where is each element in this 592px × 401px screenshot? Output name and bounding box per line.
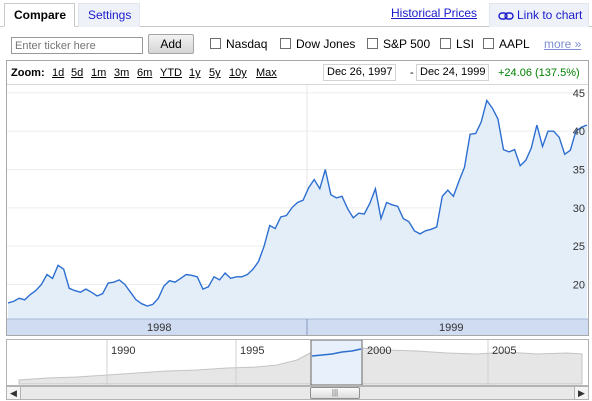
ticker-input[interactable] [11,37,143,54]
navigator-scrollbar[interactable]: ◀ ||| ▶ [6,386,589,400]
compare-lsi[interactable]: LSI [440,37,474,53]
range-start-date[interactable]: Dec 26, 1997 [323,64,397,81]
nasdaq-checkbox[interactable] [210,38,221,49]
x-tick-1999: 1999 [439,322,463,334]
more-link[interactable]: more » [544,37,582,51]
zoom-3m[interactable]: 3m [114,67,130,79]
zoom-bar: Zoom: 1d 5d 1m 3m 6m YTD 1y 5y 10y Max D… [7,61,588,85]
range-end-date[interactable]: Dec 24, 1999 [416,64,490,81]
compare-dow-jones[interactable]: Dow Jones [280,37,355,53]
price-chart[interactable]: 20 25 30 35 40 45 1998 1999 [7,85,588,335]
scroll-right-button[interactable]: ▶ [574,387,588,399]
zoom-ytd[interactable]: YTD [160,67,182,79]
zoom-label: Zoom: [11,67,45,79]
scroll-left-button[interactable]: ◀ [7,387,21,399]
historical-prices-link[interactable]: Historical Prices [391,6,478,20]
compare-aapl[interactable]: AAPL [483,37,530,53]
scroll-thumb[interactable]: ||| [310,387,360,399]
zoom-5d[interactable]: 5d [71,67,84,79]
chart-frame: Zoom: 1d 5d 1m 3m 6m YTD 1y 5y 10y Max D… [6,60,589,336]
lsi-checkbox[interactable] [440,38,451,49]
zoom-10y[interactable]: 10y [229,67,247,79]
zoom-6m[interactable]: 6m [137,67,153,79]
dow-jones-checkbox[interactable] [280,38,291,49]
y-axis: 20 25 30 35 40 45 [573,88,585,292]
compare-nasdaq[interactable]: Nasdaq [210,37,267,53]
price-line [7,98,588,307]
nav-year-1990: 1990 [111,345,135,357]
zoom-max[interactable]: Max [256,67,277,79]
link-to-chart-button[interactable]: Link to chart [489,3,589,27]
tab-compare[interactable]: Compare [4,3,75,27]
compare-sp500[interactable]: S&P 500 [367,37,430,53]
zoom-1y[interactable]: 1y [189,67,201,79]
nav-year-2005: 2005 [492,345,516,357]
x-axis-band [7,319,588,335]
tab-bar: Compare Settings Historical Prices Link … [0,0,592,27]
y-tick-30: 30 [573,203,585,215]
zoom-5y[interactable]: 5y [209,67,221,79]
y-tick-45: 45 [573,88,585,100]
tab-settings[interactable]: Settings [78,3,140,27]
navigator-selection-window[interactable] [310,339,363,386]
add-button[interactable]: Add [148,34,194,54]
range-separator: - [410,67,414,79]
link-to-chart-label: Link to chart [517,8,583,22]
y-tick-20: 20 [573,280,585,292]
price-area [8,100,587,319]
chain-link-icon [498,12,514,20]
nav-year-2000: 2000 [367,345,391,357]
chart-navigator[interactable]: 1990 1995 2000 2005 [6,339,589,386]
lsi-label: LSI [456,37,475,51]
dow-jones-label: Dow Jones [296,37,356,51]
nav-year-1995: 1995 [240,345,264,357]
y-tick-40: 40 [573,126,585,138]
x-tick-1998: 1998 [147,322,171,334]
y-tick-35: 35 [573,165,585,177]
price-change: +24.06 (137.5%) [498,67,580,79]
aapl-label: AAPL [499,37,530,51]
y-tick-25: 25 [573,241,585,253]
navigator-selected-line [311,348,362,357]
nasdaq-label: Nasdaq [226,37,268,51]
zoom-1d[interactable]: 1d [52,67,65,79]
sp500-label: S&P 500 [383,37,431,51]
sp500-checkbox[interactable] [367,38,378,49]
aapl-checkbox[interactable] [483,38,494,49]
navigator-svg: 1990 1995 2000 2005 [18,339,583,386]
zoom-1m[interactable]: 1m [91,67,107,79]
